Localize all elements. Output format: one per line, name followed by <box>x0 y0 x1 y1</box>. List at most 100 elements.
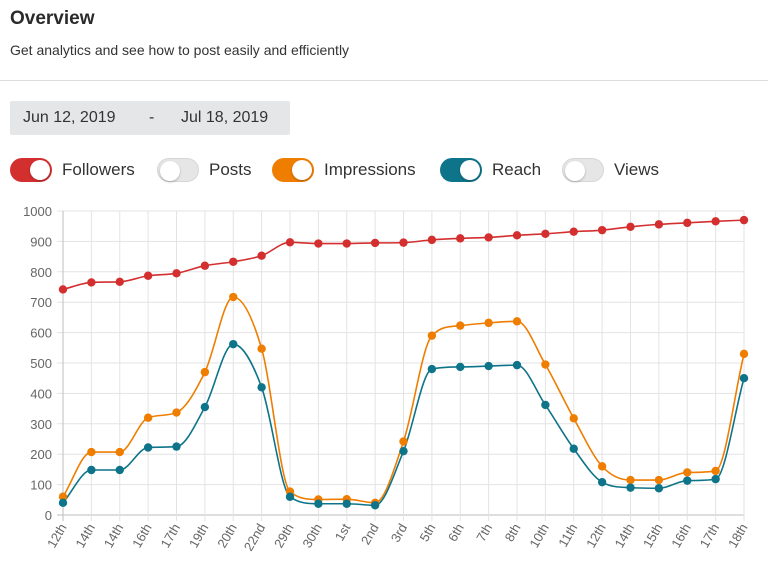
x-tick-label: 2nd <box>358 521 382 547</box>
x-tick-label: 12th <box>583 521 609 550</box>
x-axis: 12th 14th 14th 16th 17th 19th 20th 22nd 29th 30th… <box>44 521 751 554</box>
legend-item-reach[interactable]: Reach <box>440 156 541 184</box>
legend-label-reach: Reach <box>492 160 542 179</box>
reach-data-point <box>456 362 465 372</box>
reach-data-point <box>484 361 493 371</box>
x-tick-label: 8th <box>502 521 524 544</box>
impressions-data-point <box>399 437 408 446</box>
x-tick-label: 11th <box>555 521 580 550</box>
page-subtitle: Get analytics and see how to post easily… <box>10 42 350 58</box>
x-tick-label: 16th <box>129 521 155 550</box>
x-tick-label: 14th <box>72 521 98 550</box>
impressions-data-point <box>172 408 181 417</box>
followers-data-point <box>314 239 323 248</box>
x-tick-label: 30th <box>299 521 325 550</box>
y-tick-label: 900 <box>30 234 52 249</box>
y-tick-label: 700 <box>30 295 52 310</box>
impressions-data-point <box>683 468 692 477</box>
legend-label-impressions: Impressions <box>324 160 416 179</box>
reach-toggle[interactable] <box>440 158 482 182</box>
impressions-toggle[interactable] <box>272 158 314 182</box>
legend-label-views: Views <box>614 160 660 179</box>
header-divider <box>0 80 768 81</box>
followers-data-point <box>115 277 124 287</box>
reach-data-point <box>143 443 153 452</box>
chart-grid <box>57 210 745 521</box>
followers-data-point <box>143 271 153 280</box>
followers-data-point <box>200 261 210 270</box>
impressions-data-point <box>484 318 493 328</box>
followers-data-point <box>427 235 437 245</box>
reach-data-point <box>314 499 323 508</box>
followers-data-point <box>87 278 96 287</box>
y-tick-label: 600 <box>30 326 52 341</box>
toggle-knob <box>292 160 312 180</box>
impressions-data-point <box>143 413 153 422</box>
impressions-data-point <box>257 344 266 353</box>
y-tick-label: 100 <box>30 478 52 493</box>
followers-data-point <box>569 227 578 236</box>
legend-item-posts[interactable]: Posts <box>157 156 252 184</box>
x-tick-label: 17th <box>157 521 183 550</box>
impressions-data-point <box>711 466 720 476</box>
date-range-picker[interactable]: Jun 12, 2019 - Jul 18, 2019 <box>10 101 290 135</box>
impressions-data-point <box>739 349 749 359</box>
y-axis: 0 100 200 300 400 500 600 700 800 900 1000 <box>23 204 52 523</box>
reach-data-point <box>569 444 578 453</box>
legend-item-followers[interactable]: Followers <box>10 156 135 184</box>
impressions-data-point <box>512 317 522 326</box>
posts-toggle[interactable] <box>157 158 199 182</box>
reach-data-point <box>115 465 124 475</box>
impressions-data-point <box>569 414 578 423</box>
x-tick-label: 5th <box>416 521 438 544</box>
x-tick-label: 17th <box>697 521 723 550</box>
x-tick-label: 29th <box>271 521 297 550</box>
legend-item-views[interactable]: Views <box>562 156 659 184</box>
date-end: Jul 18, 2019 <box>181 109 269 126</box>
reach-data-point <box>172 442 181 451</box>
reach-data-point <box>597 477 607 487</box>
toggle-knob <box>160 161 180 181</box>
x-tick-label: 10th <box>526 521 552 550</box>
reach-data-point <box>683 476 692 485</box>
date-separator: - <box>149 109 155 126</box>
x-tick-label: 18th <box>725 521 751 550</box>
reach-data-point <box>626 483 635 492</box>
x-tick-label: 1st <box>332 521 354 544</box>
legend-item-impressions[interactable]: Impressions <box>272 156 416 184</box>
y-tick-label: 400 <box>30 386 52 401</box>
x-tick-label: 7th <box>473 521 495 544</box>
reach-data-point <box>200 402 210 412</box>
followers-data-point <box>229 257 238 266</box>
impressions-data-point <box>427 331 437 340</box>
impressions-data-point <box>115 447 124 457</box>
series-points <box>58 215 749 510</box>
reach-data-point <box>654 484 664 493</box>
followers-data-point <box>512 231 522 240</box>
followers-data-point <box>683 218 692 228</box>
x-tick-label: 12th <box>44 521 70 550</box>
followers-data-point <box>711 217 720 226</box>
reach-data-point <box>370 501 380 510</box>
page-title: Overview <box>10 8 95 29</box>
followers-data-point <box>597 225 607 235</box>
followers-data-point <box>399 238 408 247</box>
impressions-data-point <box>597 462 607 471</box>
x-tick-label: 20th <box>214 521 240 550</box>
y-tick-label: 500 <box>30 356 52 371</box>
views-toggle[interactable] <box>562 158 604 182</box>
followers-toggle[interactable] <box>10 158 52 182</box>
reach-data-point <box>342 499 351 508</box>
followers-data-point <box>342 239 351 248</box>
impressions-data-point <box>229 292 238 302</box>
x-tick-label: 15th <box>640 521 666 550</box>
reach-data-point <box>257 383 266 392</box>
followers-data-point <box>257 251 266 260</box>
impressions-data-point <box>626 475 635 485</box>
followers-data-point <box>456 234 465 243</box>
impressions-data-point <box>654 475 664 485</box>
impressions-data-point <box>58 492 68 501</box>
reach-data-point <box>739 374 749 383</box>
reach-data-point <box>285 492 295 501</box>
x-tick-label: 16th <box>668 521 694 550</box>
